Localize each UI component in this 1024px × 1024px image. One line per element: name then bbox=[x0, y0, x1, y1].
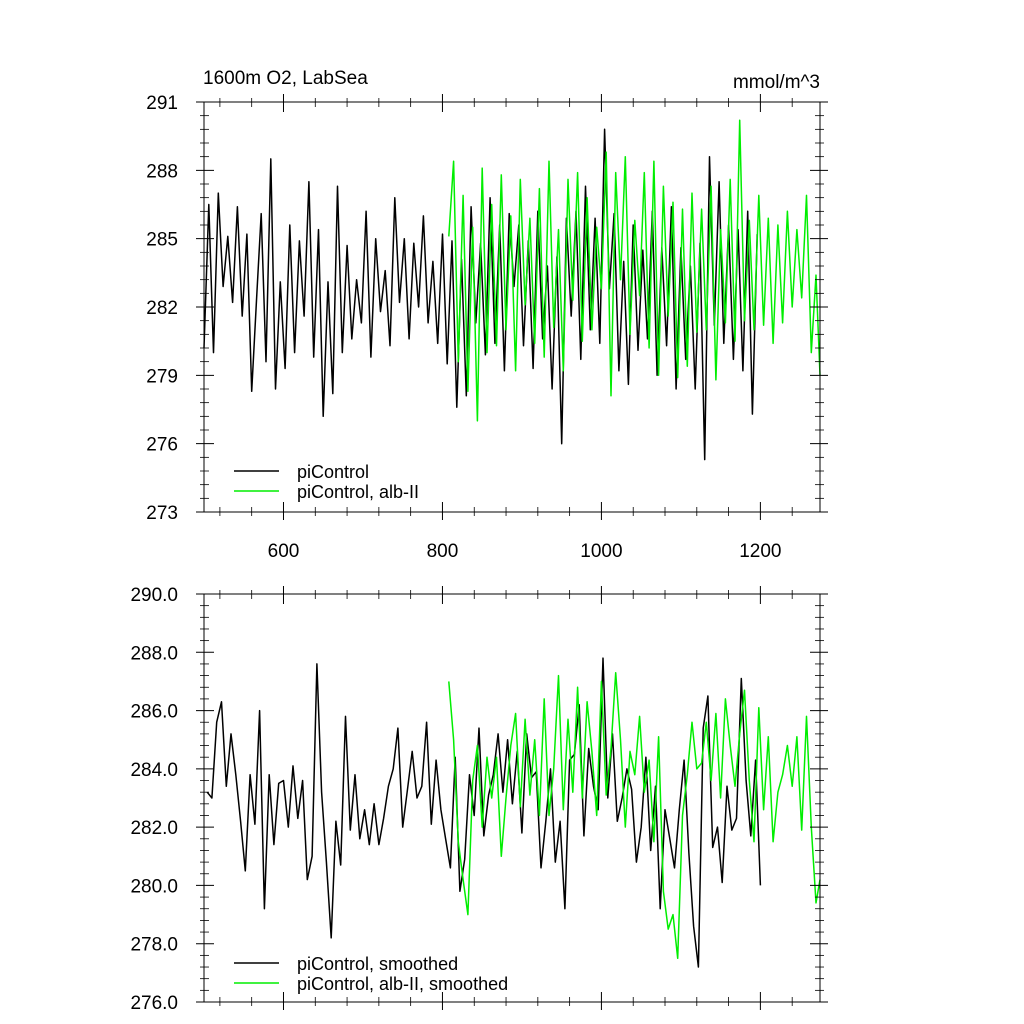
bottom-y-tick-label: 286.0 bbox=[130, 702, 178, 723]
top-y-tick-label: 282 bbox=[146, 298, 178, 319]
top-series-line-alb-ii bbox=[448, 119, 821, 422]
bottom-y-tick-label: 284.0 bbox=[130, 760, 178, 781]
top-series-line-picontrol bbox=[203, 128, 758, 461]
top-x-tick-label: 600 bbox=[268, 541, 300, 562]
top-chart: 1600m O2, LabSea mmol/m^3 273 276 279 282 28… bbox=[146, 68, 828, 562]
bottom-y-tick-label: 282.0 bbox=[130, 818, 178, 839]
bottom-plot-axes: 276.0 278.0 280.0 282.0 284.0 286.0 288.0 290.0 bbox=[130, 585, 828, 1014]
top-plot-legend: piControl piControl, alb-II bbox=[234, 462, 419, 502]
top-y-tick-label: 273 bbox=[146, 503, 178, 524]
legend-label-smoothed: piControl, smoothed bbox=[297, 954, 458, 974]
legend-label-picontrol: piControl bbox=[297, 462, 369, 482]
units-label: mmol/m^3 bbox=[733, 72, 820, 93]
top-x-tick-label: 1200 bbox=[739, 541, 781, 562]
top-x-tick-label: 800 bbox=[427, 541, 459, 562]
top-y-tick-label: 291 bbox=[146, 93, 178, 114]
bottom-series-line-picontrol bbox=[206, 657, 762, 968]
bottom-y-tick-label: 288.0 bbox=[130, 643, 178, 664]
bottom-y-tick-label: 280.0 bbox=[130, 876, 178, 897]
bottom-y-tick-label: 290.0 bbox=[130, 585, 178, 606]
top-y-tick-label: 288 bbox=[146, 161, 178, 182]
bottom-plot-frame bbox=[203, 593, 821, 1003]
bottom-series-line-alb-ii bbox=[448, 671, 821, 960]
bottom-plot-series bbox=[206, 657, 821, 968]
legend-label-alb-ii-smoothed: piControl, alb-II, smoothed bbox=[297, 974, 508, 994]
top-x-tick-label: 1000 bbox=[580, 541, 622, 562]
bottom-y-tick-label: 278.0 bbox=[130, 935, 178, 956]
top-y-tick-label: 279 bbox=[146, 366, 178, 387]
bottom-plot-legend: piControl, smoothed piControl, alb-II, s… bbox=[234, 954, 508, 994]
top-y-tick-label: 276 bbox=[146, 435, 178, 456]
chart-title: 1600m O2, LabSea bbox=[203, 68, 368, 89]
bottom-y-tick-label: 276.0 bbox=[130, 993, 178, 1014]
bottom-chart: 276.0 278.0 280.0 282.0 284.0 286.0 288.0 290.0… bbox=[130, 585, 828, 1014]
legend-label-alb-ii: piControl, alb-II bbox=[297, 482, 419, 502]
top-plot-axes: 273 276 279 282 285 288 291 600 800 1000 1200 bbox=[146, 93, 828, 562]
top-plot-series bbox=[203, 119, 821, 461]
top-y-tick-label: 285 bbox=[146, 230, 178, 251]
